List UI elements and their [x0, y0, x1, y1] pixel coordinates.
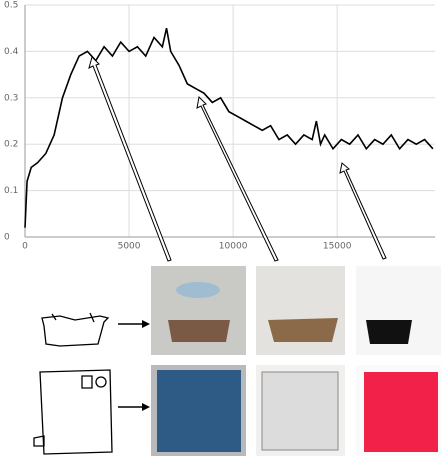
y-tick-label: 0.1	[4, 186, 18, 196]
x-tick-label: 10000	[219, 242, 248, 252]
x-tick-label: 0	[22, 242, 28, 252]
arrow	[89, 57, 171, 261]
x-tick-label: 5000	[118, 242, 141, 252]
x-tick-label: 15000	[323, 242, 352, 252]
data-line	[25, 28, 433, 228]
line-chart: 0 0.1 0.2 0.3 0.4 0.5 0 5000 10000 15000	[4, 1, 435, 252]
image-detail	[176, 282, 220, 298]
image-detail	[157, 370, 241, 452]
figure: 0 0.1 0.2 0.3 0.4 0.5 0 5000 10000 15000	[0, 0, 441, 460]
y-tick-label: 0.2	[4, 140, 18, 150]
image-detail	[262, 372, 338, 450]
row-2	[34, 365, 441, 456]
pointer-arrows	[89, 57, 386, 261]
y-tick-label: 0	[4, 233, 10, 243]
image-detail	[268, 318, 338, 342]
page: {"chart_data": {"type": "line", "x": [0,…	[0, 0, 441, 460]
arrow	[197, 97, 278, 261]
y-tick-label: 0.5	[4, 1, 18, 11]
sketch	[42, 313, 108, 346]
arrow-head	[142, 320, 150, 328]
arrow-head	[142, 403, 150, 411]
image-detail	[168, 320, 230, 342]
y-tick-label: 0.3	[4, 93, 18, 103]
sketch	[34, 370, 112, 454]
image-detail	[364, 372, 438, 452]
row-1	[42, 266, 441, 355]
y-tick-label: 0.4	[4, 47, 19, 57]
image-detail	[366, 320, 412, 344]
